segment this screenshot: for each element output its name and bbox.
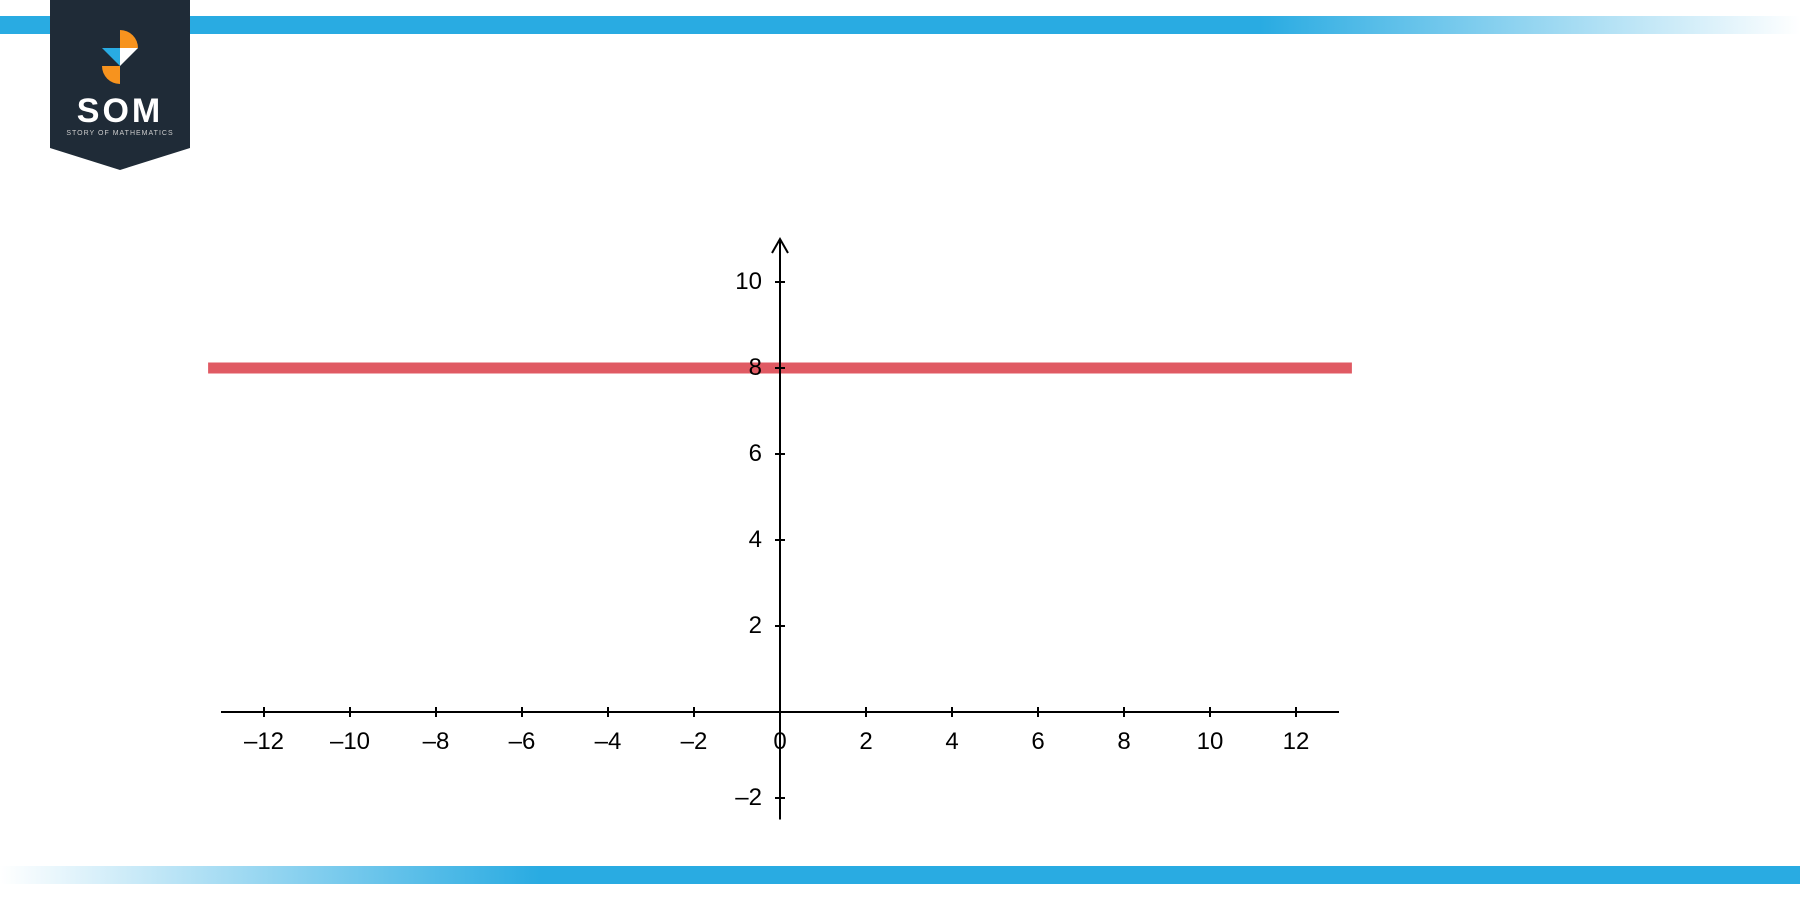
x-tick-label: 8 (1117, 728, 1130, 756)
y-tick-label: 6 (749, 440, 762, 468)
chart-canvas: SOM STORY OF MATHEMATICS –12–10–8–6–4–20… (0, 0, 1800, 900)
x-tick-label: 12 (1283, 728, 1310, 756)
axis-labels-layer: –12 –10 –8 –6 –4 –2 0 2 4 6 8 10 12 –2 2 4 6 8 10 (0, 0, 1800, 900)
y-tick-label: –2 (735, 784, 762, 812)
y-tick-label: 4 (749, 526, 762, 554)
x-tick-label: 4 (945, 728, 958, 756)
x-tick-label: 10 (1197, 728, 1224, 756)
x-tick-label: –2 (681, 728, 708, 756)
y-tick-label: 10 (735, 268, 762, 296)
x-tick-label: –4 (595, 728, 622, 756)
x-tick-label: 6 (1031, 728, 1044, 756)
x-tick-label: –12 (244, 728, 284, 756)
x-tick-label: –6 (509, 728, 536, 756)
x-tick-label: –10 (330, 728, 370, 756)
x-tick-label: 0 (773, 728, 786, 756)
y-tick-label: 8 (749, 354, 762, 382)
y-tick-label: 2 (749, 612, 762, 640)
x-tick-label: 2 (859, 728, 872, 756)
x-tick-label: –8 (423, 728, 450, 756)
